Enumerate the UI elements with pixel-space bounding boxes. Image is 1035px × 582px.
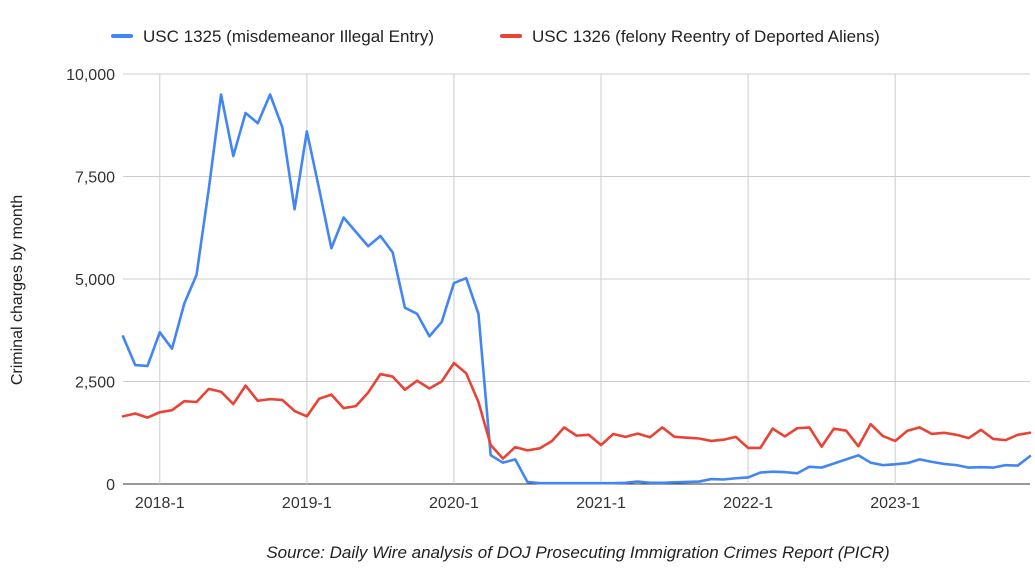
x-axis: 2018-1 2019-1 2020-1 2021-1 2022-1 2023-1 xyxy=(135,495,920,512)
x-tick-label: 2020-1 xyxy=(429,495,479,512)
x-tick-label: 2021-1 xyxy=(576,495,626,512)
legend-label-2: USC 1326 (felony Reentry of Deported Ali… xyxy=(532,27,880,46)
legend: USC 1325 (misdemeanor Illegal Entry) USC … xyxy=(111,27,880,46)
x-tick-label: 2019-1 xyxy=(282,495,332,512)
legend-label-1: USC 1325 (misdemeanor Illegal Entry) xyxy=(143,27,434,46)
y-tick-label: 2,500 xyxy=(75,375,115,392)
y-axis: 0 2,500 5,000 7,500 10,000 xyxy=(66,67,115,494)
x-tick-label: 2022-1 xyxy=(723,495,773,512)
y-tick-label: 0 xyxy=(106,477,115,494)
series-line-1 xyxy=(121,93,1032,485)
series-group xyxy=(121,93,1032,485)
y-tick-label: 7,500 xyxy=(75,170,115,187)
y-tick-label: 5,000 xyxy=(75,272,115,289)
y-axis-label: Criminal charges by month xyxy=(9,195,26,385)
grid xyxy=(123,73,1030,485)
y-tick-label: 10,000 xyxy=(66,67,115,84)
source-note: Source: Daily Wire analysis of DOJ Prose… xyxy=(266,543,889,562)
x-tick-label: 2023-1 xyxy=(870,495,920,512)
x-tick-label: 2018-1 xyxy=(135,495,185,512)
series-line-2 xyxy=(121,361,1032,460)
